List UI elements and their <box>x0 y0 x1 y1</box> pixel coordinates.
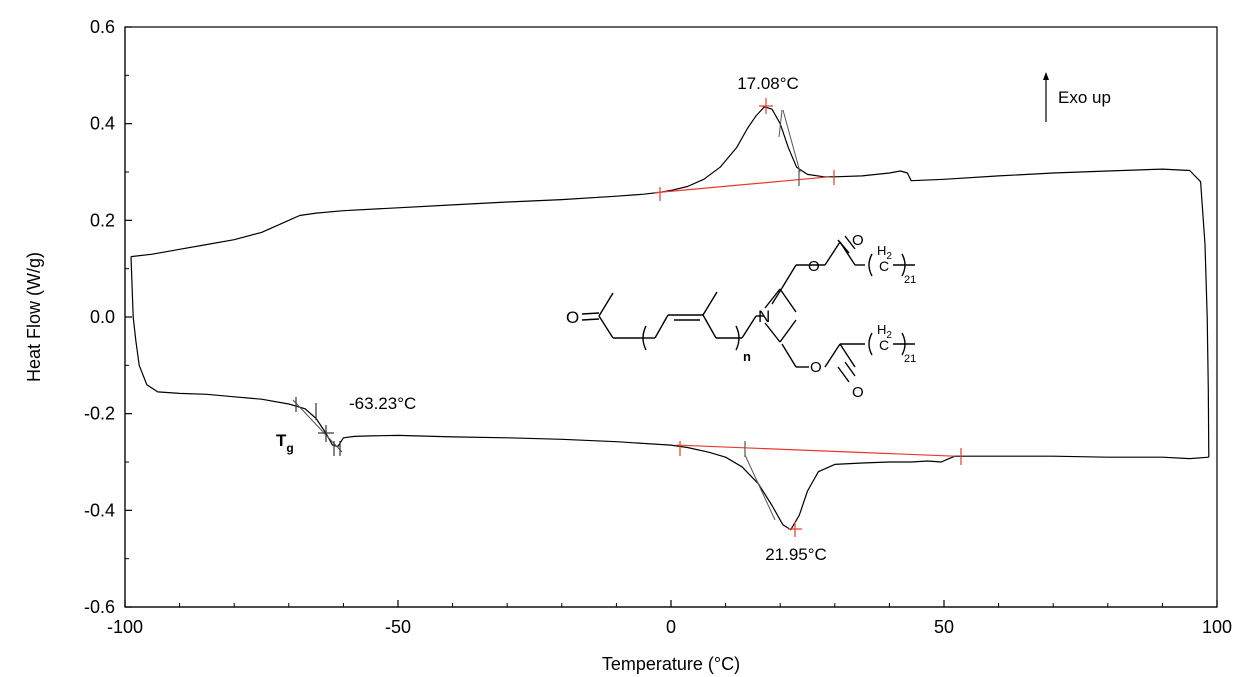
atom-o-ester-top: O <box>808 258 820 275</box>
y-tick-label: 0.2 <box>90 210 115 230</box>
bond <box>781 264 797 289</box>
x-tick-label: 50 <box>934 617 954 637</box>
repeat-subscript: n <box>743 349 751 364</box>
bond <box>779 288 797 313</box>
y-tick-label: -0.6 <box>84 597 115 617</box>
x-axis-title: Temperature (°C) <box>602 654 740 674</box>
bond <box>654 314 669 339</box>
x-tick-label: -100 <box>107 617 143 637</box>
bond <box>702 291 718 316</box>
h-letter: H <box>877 243 886 258</box>
y-axis-title: Heat Flow (W/g) <box>24 252 44 382</box>
tangent-endo-left <box>744 454 776 521</box>
tangent-tg <box>292 399 343 453</box>
series-layer <box>130 106 1210 531</box>
chain-subscript-bottom: 21 <box>904 353 916 365</box>
exo-peak-label: 17.08°C <box>737 74 799 93</box>
bond <box>598 292 614 317</box>
atom-n: N <box>758 307 770 326</box>
plot-frame <box>124 26 1218 608</box>
series-line-cooling <box>130 256 1209 531</box>
chain-bracket <box>868 332 873 356</box>
y-tick-label: 0.6 <box>90 17 115 37</box>
exo-up-label: Exo up <box>1058 88 1111 107</box>
atom-h2-top: H2 <box>877 243 892 262</box>
tangent-exo-right <box>782 109 801 173</box>
bond <box>598 315 614 339</box>
baseline-layer <box>654 176 955 457</box>
chemical-structure-labels: O N n O O H2 C 21 O O H2 C 21 <box>566 232 916 401</box>
y-tick-label: -0.2 <box>84 404 115 424</box>
chemical-structure <box>581 235 915 383</box>
bond <box>781 343 797 368</box>
bond <box>741 315 757 339</box>
construction-lines <box>292 109 801 521</box>
chain-bracket <box>868 253 873 277</box>
series-line-heating <box>130 106 1210 458</box>
exo-up-arrowhead <box>1043 72 1049 80</box>
atom-o-carbonyl-top: O <box>852 232 864 249</box>
tg-value-label: -63.23°C <box>349 394 416 413</box>
bond <box>581 312 600 315</box>
axis-ticks <box>124 26 1218 608</box>
bond <box>764 322 781 343</box>
atom-h2-bottom: H2 <box>877 322 892 341</box>
y-tick-label: -0.4 <box>84 500 115 520</box>
baseline-melting <box>676 444 955 457</box>
bond <box>839 343 856 368</box>
bond <box>824 343 841 368</box>
h-sub: 2 <box>886 251 892 262</box>
x-tick-label: 0 <box>666 617 676 637</box>
baseline-crystallization <box>654 176 830 194</box>
atom-c-bottom: C <box>879 337 889 353</box>
atom-o-ketone: O <box>566 308 579 327</box>
y-tick-label: 0.0 <box>90 307 115 327</box>
x-tick-label: 100 <box>1202 617 1232 637</box>
y-tick-label: 0.4 <box>90 114 115 134</box>
axis-tick-labels: -100 -50 0 50 100 0.6 0.4 0.2 0.0 -0.2 -0.4 -0.6 <box>84 17 1232 637</box>
h-sub: 2 <box>886 330 892 341</box>
chain-subscript-top: 21 <box>904 274 916 286</box>
bond <box>844 361 856 377</box>
tangent-exo-left <box>778 109 783 138</box>
atom-o-carbonyl-bottom: O <box>852 384 864 401</box>
tg-subscript: g <box>286 441 293 455</box>
atom-o-ester-bottom: O <box>810 359 822 376</box>
bond <box>844 235 856 250</box>
bond <box>779 319 797 343</box>
endo-peak-label: 21.95°C <box>765 545 827 564</box>
bond <box>764 288 781 309</box>
bond <box>771 287 783 305</box>
tg-letter: T <box>276 431 287 450</box>
bond <box>839 241 856 266</box>
bracket-right <box>735 325 740 351</box>
bond <box>581 318 600 321</box>
h-letter: H <box>877 322 886 337</box>
bond <box>824 241 841 266</box>
x-tick-label: -50 <box>385 617 411 637</box>
tg-label: Tg <box>276 431 294 455</box>
bond <box>702 314 717 339</box>
onset-markers <box>295 98 962 537</box>
atom-c-top: C <box>879 258 889 274</box>
bond <box>837 366 850 383</box>
